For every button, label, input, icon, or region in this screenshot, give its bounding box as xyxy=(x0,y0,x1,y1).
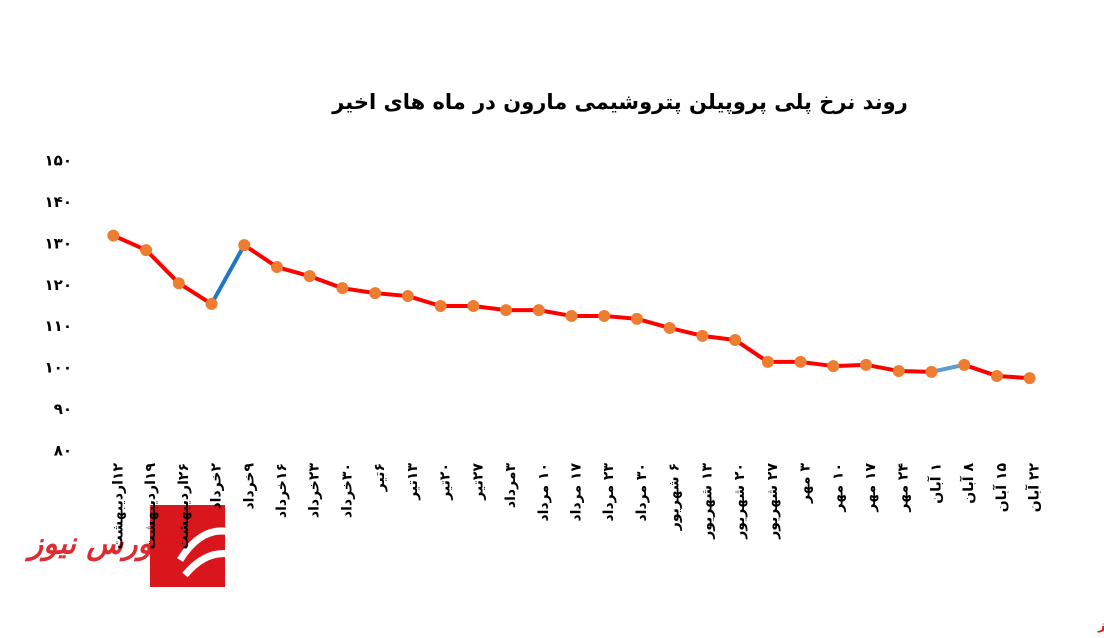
x-tick-label: ۲۰تیر xyxy=(438,463,454,501)
point xyxy=(696,329,709,342)
x-tick-label: ۳۰خرداد xyxy=(339,463,355,518)
logo-text: بورس نیوز xyxy=(25,527,162,562)
x-tick-label: ۱۲اردیبهشت xyxy=(110,463,126,550)
x-tick-label: ۱۷ مهر xyxy=(863,463,879,513)
x-tick-label: ۳ مهر xyxy=(798,463,814,505)
x-tick-label: ۲۷تیر xyxy=(470,463,486,501)
point xyxy=(990,370,1003,383)
x-tick-label: ۲۴ مهر xyxy=(896,463,912,513)
point xyxy=(500,304,513,317)
y-tick-label: ۱۲۰ xyxy=(45,276,72,294)
point xyxy=(205,297,218,310)
line-segment xyxy=(209,243,247,306)
point xyxy=(270,261,283,274)
point xyxy=(958,358,971,371)
y-tick-label: ۱۰۰ xyxy=(45,359,72,377)
point xyxy=(598,309,611,322)
y-tick-label: ۱۵۰ xyxy=(45,152,72,170)
logo: بورس نیوز xyxy=(25,505,242,587)
line-segment xyxy=(144,248,181,286)
line-segment xyxy=(242,243,279,270)
chart-title: روند نرخ پلی پروپیلن پتروشیمی مارون در م… xyxy=(331,90,908,114)
x-tick-label: ۱۹اردیبهشت xyxy=(143,463,159,550)
x-tick-label: ۲۰ شهریور xyxy=(732,463,748,540)
point xyxy=(107,229,120,242)
x-tick-label: ۲۳خرداد xyxy=(307,463,323,519)
x-tick-label: ۱۶خرداد xyxy=(274,463,290,518)
point xyxy=(532,304,545,317)
point xyxy=(140,244,153,257)
point xyxy=(663,321,676,334)
point xyxy=(172,277,185,290)
point xyxy=(401,290,414,303)
point xyxy=(238,239,251,252)
y-tick-label: ۱۱۰ xyxy=(45,317,72,335)
logo-stripes xyxy=(177,527,242,578)
x-tick-label: ۱۳ شهریور xyxy=(699,463,715,540)
y-tick-label: ۸۰ xyxy=(54,442,72,460)
x-tick-label: ۳مرداد xyxy=(503,463,519,509)
point xyxy=(925,365,938,378)
x-tick-label: ۲۶اردیبهشت xyxy=(176,463,192,549)
source: بورس نیوز xyxy=(1097,619,1104,634)
point xyxy=(860,358,873,371)
point xyxy=(729,333,742,346)
point xyxy=(630,312,643,325)
point xyxy=(369,287,382,300)
x-tick-label: ۹خرداد xyxy=(241,463,257,510)
x-tick-label: ۱۰ مهر xyxy=(830,463,846,513)
point xyxy=(1023,372,1036,385)
point xyxy=(794,355,807,368)
x-tick-label: ۸ آبان xyxy=(959,463,977,504)
point xyxy=(565,309,578,322)
point xyxy=(336,282,349,295)
y-tick-label: ۱۴۰ xyxy=(45,193,72,211)
x-tick-label: ۱۰ مرداد xyxy=(536,463,552,522)
x-tick-label: ۲خرداد xyxy=(209,463,225,510)
x-tick-label: ۱ آبان xyxy=(926,463,944,504)
y-tick-label: ۹۰ xyxy=(54,400,72,418)
point xyxy=(303,270,316,283)
x-tick-label: ۲۲ آبان xyxy=(1025,463,1043,513)
point xyxy=(434,300,447,312)
x-tick-label: ۱۵ آبان xyxy=(992,463,1010,513)
line-segment xyxy=(733,337,770,364)
point xyxy=(467,300,480,312)
line-segment xyxy=(176,281,214,306)
point xyxy=(761,355,774,368)
x-tick-label: ۳۰ مرداد xyxy=(634,463,650,522)
point xyxy=(827,360,840,373)
y-tick-label: ۱۳۰ xyxy=(45,234,72,252)
x-tick-label: ۶تیر xyxy=(372,463,388,492)
x-tick-label: ۲۷ شهریور xyxy=(765,463,781,540)
x-tick-label: ۶ شهریور xyxy=(667,463,683,531)
x-tick-label: ۱۷ مرداد xyxy=(569,463,585,522)
point xyxy=(892,365,905,378)
x-tick-label: ۲۳ مرداد xyxy=(601,463,617,522)
x-tick-label: ۱۳تیر xyxy=(405,463,421,501)
